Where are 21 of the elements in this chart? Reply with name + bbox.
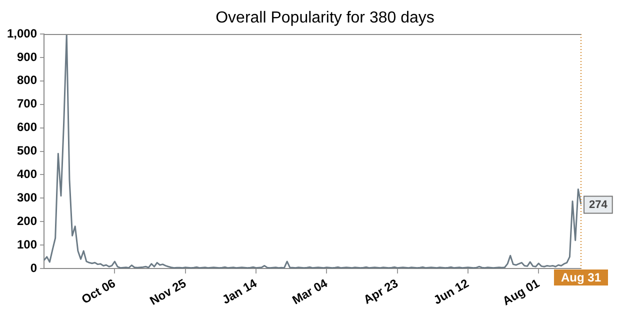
x-tick-label: Aug 31 [560, 270, 602, 284]
y-tick-label: 100 [17, 237, 38, 252]
y-tick-label: 500 [17, 144, 38, 158]
chart-title: Overall Popularity for 380 days [216, 9, 434, 26]
y-tick-label: 600 [17, 120, 38, 134]
x-tick-label: Jan 14 [220, 276, 260, 307]
x-tick-label: Apr 23 [361, 276, 401, 307]
y-tick-label: 300 [17, 190, 38, 204]
x-tick-label: Mar 04 [290, 276, 330, 308]
x-tick-label: Jun 12 [431, 276, 472, 308]
y-tick-label: 700 [17, 96, 38, 111]
x-tick-label: Oct 06 [79, 276, 118, 307]
y-tick-label: 800 [17, 73, 38, 88]
y-tick-label: 400 [17, 167, 38, 182]
y-tick-label: 200 [17, 214, 38, 228]
x-tick-label: Aug 01 [500, 276, 542, 308]
y-tick-label: 900 [17, 50, 38, 64]
y-tick-label: 0 [30, 260, 38, 275]
annotation: 274 [589, 198, 608, 211]
x-tick-label: Nov 25 [147, 276, 189, 308]
y-tick-label: 1,000 [7, 26, 38, 40]
